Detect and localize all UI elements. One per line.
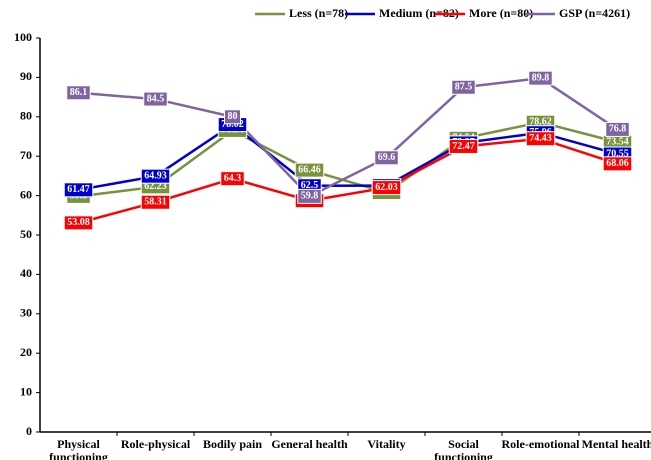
marker (602, 156, 633, 172)
data-label: 66.46 (298, 164, 321, 175)
data-point: 58.31 (140, 194, 171, 210)
data-point: 53.08 (63, 215, 94, 231)
data-label: 62.03 (375, 182, 398, 193)
data-point: 80 (224, 109, 241, 125)
data-point: 87.5 (451, 79, 476, 95)
y-tick-label: 100 (14, 30, 32, 44)
data-point: 62.03 (371, 180, 402, 196)
data-label: 73.54 (606, 137, 629, 148)
x-tick-label: Bodily pain (202, 437, 263, 451)
data-label: 70.55 (606, 148, 629, 159)
data-label: 87.5 (455, 82, 473, 93)
data-point: 64.3 (220, 171, 245, 187)
y-tick-label: 30 (20, 306, 32, 320)
marker (525, 131, 556, 147)
data-label: 58.31 (144, 197, 167, 208)
data-point: 61.47 (63, 182, 94, 198)
data-label: 64.3 (224, 173, 242, 184)
data-label: 84.5 (147, 93, 165, 104)
y-tick-label: 10 (20, 384, 32, 398)
data-point: 72.47 (448, 138, 479, 154)
x-tick-label: Mental health (581, 437, 651, 451)
y-tick-label: 20 (20, 345, 32, 359)
marker (374, 150, 399, 166)
data-label: 89.8 (532, 72, 550, 83)
x-tick-label: Vitality (367, 437, 406, 451)
series-line (78, 76, 619, 198)
y-tick-label: 60 (20, 187, 32, 201)
data-point: 89.8 (528, 70, 553, 86)
legend-label: GSP (n=4261) (559, 6, 630, 20)
x-tick-label: General health (271, 437, 348, 451)
y-tick-label: 0 (26, 424, 32, 438)
marker (66, 85, 91, 101)
data-point: 76.8 (605, 121, 630, 137)
data-point: 68.06 (602, 156, 633, 172)
marker (220, 171, 245, 187)
data-label: 61.47 (67, 184, 90, 195)
marker (143, 91, 168, 107)
data-label: 86.1 (70, 87, 88, 98)
data-point: 86.1 (66, 85, 91, 101)
marker (140, 168, 171, 184)
y-tick-label: 70 (20, 148, 32, 162)
x-tick-label: Social functioning (434, 437, 493, 460)
data-label: 53.08 (67, 217, 90, 228)
data-label: 62.5 (301, 180, 319, 191)
marker (224, 109, 241, 125)
marker (297, 188, 322, 204)
data-point: 64.93 (140, 168, 171, 184)
marker (605, 121, 630, 137)
data-label: 69.6 (378, 152, 396, 163)
y-tick-label: 90 (20, 69, 32, 83)
data-label: 62.23 (144, 181, 167, 192)
data-point: 84.5 (143, 91, 168, 107)
y-tick-label: 50 (20, 227, 32, 241)
data-label: 74.43 (529, 133, 552, 144)
marker (63, 215, 94, 231)
marker (451, 79, 476, 95)
legend-label: Less (n=78) (289, 6, 348, 20)
data-label: 80 (228, 111, 238, 122)
y-tick-label: 80 (20, 109, 32, 123)
marker (448, 138, 479, 154)
y-tick-label: 40 (20, 266, 32, 280)
data-label: 78.02 (221, 119, 244, 130)
data-label: 72.47 (452, 141, 475, 152)
data-label: 68.06 (606, 158, 629, 169)
x-tick-label: Role-emotional (501, 437, 580, 451)
data-label: 64.93 (144, 170, 167, 181)
marker (371, 180, 402, 196)
data-point: 66.46 (294, 162, 325, 178)
data-point: 69.6 (374, 150, 399, 166)
marker (63, 182, 94, 198)
x-tick-label: Role-physical (120, 437, 191, 451)
x-tick-label: Physical functioning (49, 437, 108, 460)
legend-label: Medium (n=82) (379, 6, 459, 20)
data-label: 76.8 (609, 124, 627, 135)
marker (294, 162, 325, 178)
marker (528, 70, 553, 86)
data-point: 59.8 (297, 188, 322, 204)
data-point: 74.43 (525, 131, 556, 147)
marker (140, 194, 171, 210)
legend-label: More (n=80) (469, 6, 533, 20)
data-label: 78.62 (529, 117, 552, 128)
data-label: 59.8 (301, 191, 319, 202)
